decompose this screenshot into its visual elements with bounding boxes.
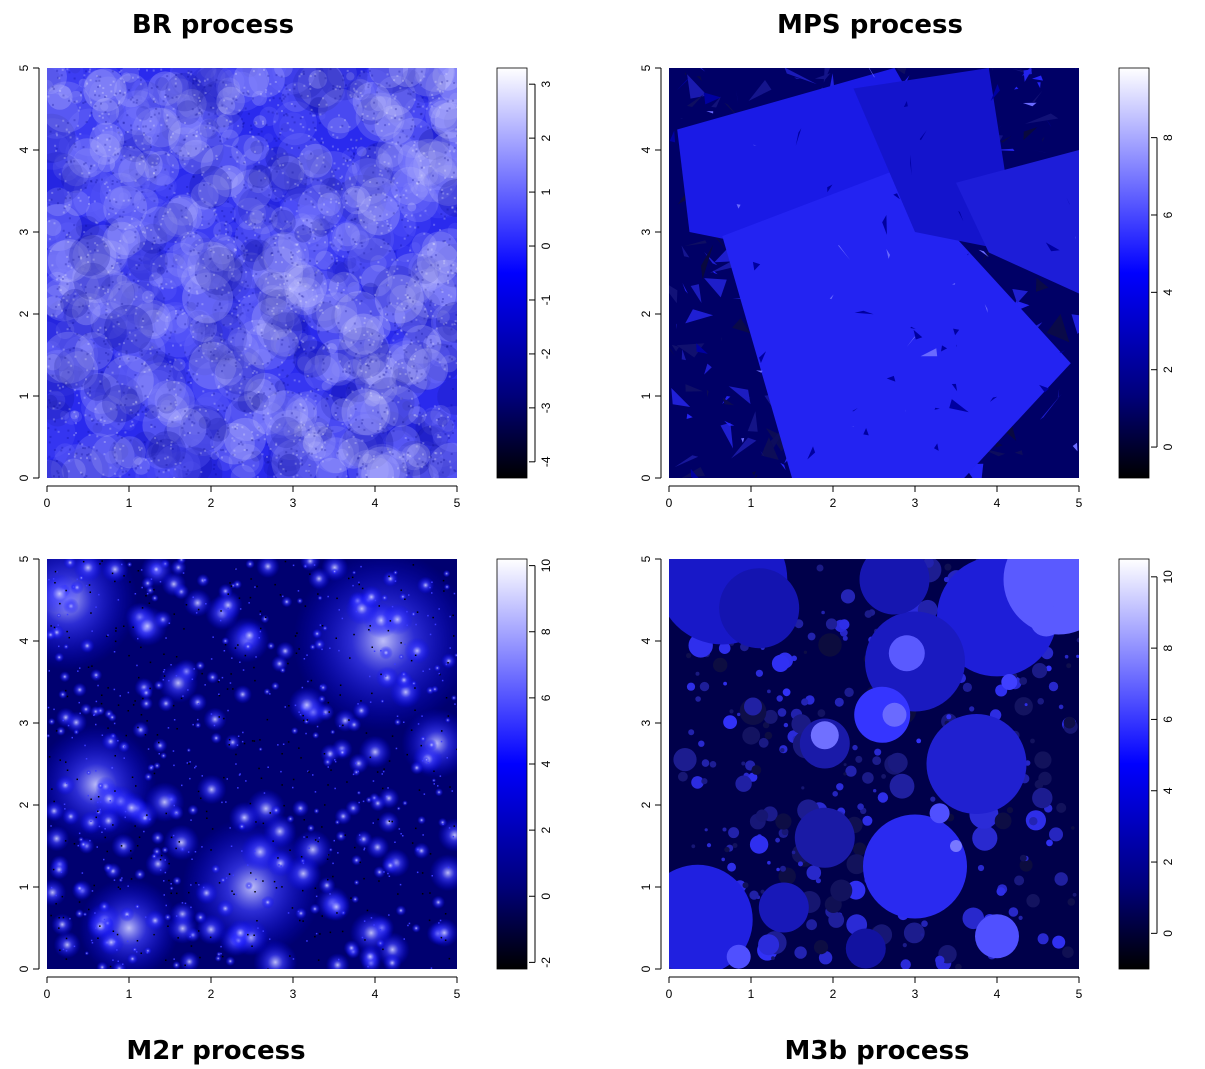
colorbar-tick-label: 2 <box>539 826 553 833</box>
x-tick-label: 0 <box>44 496 51 510</box>
colorbar <box>496 67 528 479</box>
colorbar-tick-label: 8 <box>1161 644 1175 651</box>
y-tick-label: 4 <box>639 146 653 153</box>
colorbar <box>496 558 528 970</box>
heatmap-field <box>669 68 1079 478</box>
x-tick-label: 2 <box>830 987 837 1001</box>
y-tick-label: 3 <box>639 228 653 235</box>
colorbar-tick-label: -1 <box>539 294 553 305</box>
y-tick-label: 5 <box>639 555 653 562</box>
colorbar-tick-label: -3 <box>539 402 553 413</box>
panel-m3b: 0 1 2 3 4 5 0 1 2 3 4 5 0 2 4 6 8 10 <box>639 555 1175 1001</box>
y-tick-label: 0 <box>17 474 31 481</box>
colorbar-tick-label: 3 <box>539 81 553 88</box>
x-tick-label: 3 <box>912 987 919 1001</box>
colorbar-tick-label: 6 <box>1161 716 1175 723</box>
x-tick-label: 0 <box>666 987 673 1001</box>
panel-mps: 0 1 2 3 4 5 0 1 2 3 4 5 0 2 4 6 8 <box>639 64 1175 510</box>
y-tick-label: 0 <box>17 965 31 972</box>
colorbar-tick-label: 0 <box>1161 930 1175 937</box>
x-tick-label: 5 <box>1076 496 1083 510</box>
colorbar-tick-label: 8 <box>539 628 553 635</box>
y-tick-label: 5 <box>17 555 31 562</box>
x-tick-label: 3 <box>912 496 919 510</box>
x-tick-label: 4 <box>372 496 379 510</box>
colorbar-tick-label: 8 <box>1161 134 1175 141</box>
panel-br: 0 1 2 3 4 5 0 1 2 3 4 5 -4 -3 -2 -1 0 1 2 3 <box>17 64 553 510</box>
panel-m2r: 0 1 2 3 4 5 0 1 2 3 4 5 -2 0 2 4 6 8 10 <box>17 555 553 1001</box>
x-tick-label: 0 <box>666 496 673 510</box>
y-tick-label: 1 <box>17 883 31 890</box>
y-tick-label: 5 <box>17 64 31 71</box>
colorbar-tick-label: 10 <box>539 559 553 573</box>
x-tick-label: 1 <box>126 496 133 510</box>
heatmap-field <box>47 68 457 478</box>
panel-title-br: BR process <box>132 10 294 40</box>
colorbar <box>1118 67 1150 479</box>
y-tick-label: 1 <box>639 883 653 890</box>
y-tick-label: 2 <box>639 310 653 317</box>
y-tick-label: 4 <box>639 637 653 644</box>
colorbar-tick-label: 2 <box>539 134 553 141</box>
x-tick-label: 2 <box>208 496 215 510</box>
colorbar-tick-label: 0 <box>539 242 553 249</box>
heatmap-field <box>47 559 457 969</box>
y-tick-label: 1 <box>17 392 31 399</box>
colorbar-tick-label: 1 <box>539 188 553 195</box>
x-tick-label: 1 <box>748 987 755 1001</box>
y-tick-label: 2 <box>639 801 653 808</box>
colorbar-tick-label: 6 <box>1161 211 1175 218</box>
x-tick-label: 3 <box>290 987 297 1001</box>
x-tick-label: 4 <box>372 987 379 1001</box>
y-tick-label: 2 <box>17 801 31 808</box>
y-tick-label: 1 <box>639 392 653 399</box>
y-tick-label: 0 <box>639 965 653 972</box>
y-tick-label: 5 <box>639 64 653 71</box>
panel-title-m3b: M3b process <box>785 1036 970 1066</box>
x-tick-label: 4 <box>994 987 1001 1001</box>
y-tick-label: 4 <box>17 146 31 153</box>
colorbar-tick-label: 0 <box>1161 443 1175 450</box>
colorbar <box>1118 558 1150 970</box>
colorbar-tick-label: 10 <box>1161 570 1175 584</box>
y-tick-label: 2 <box>17 310 31 317</box>
colorbar-tick-label: 2 <box>1161 366 1175 373</box>
colorbar-tick-label: 0 <box>539 893 553 900</box>
y-tick-label: 3 <box>639 719 653 726</box>
colorbar-tick-label: 4 <box>539 760 553 767</box>
colorbar-tick-label: 6 <box>539 694 553 701</box>
panel-title-mps: MPS process <box>777 10 963 40</box>
x-tick-label: 0 <box>44 987 51 1001</box>
x-tick-label: 4 <box>994 496 1001 510</box>
x-tick-label: 1 <box>748 496 755 510</box>
colorbar-tick-label: 4 <box>1161 289 1175 296</box>
y-tick-label: 3 <box>17 228 31 235</box>
x-tick-label: 5 <box>1076 987 1083 1001</box>
x-tick-label: 3 <box>290 496 297 510</box>
colorbar-tick-label: -2 <box>539 348 553 359</box>
x-tick-label: 5 <box>454 987 461 1001</box>
colorbar-tick-label: 4 <box>1161 787 1175 794</box>
colorbar-tick-label: -2 <box>539 957 553 968</box>
panel-title-m2r: M2r process <box>126 1036 305 1066</box>
colorbar-tick-label: -4 <box>539 456 553 467</box>
heatmap-field <box>669 559 1079 969</box>
x-tick-label: 1 <box>126 987 133 1001</box>
x-tick-label: 2 <box>208 987 215 1001</box>
y-tick-label: 0 <box>639 474 653 481</box>
y-tick-label: 4 <box>17 637 31 644</box>
x-tick-label: 2 <box>830 496 837 510</box>
y-tick-label: 3 <box>17 719 31 726</box>
x-tick-label: 5 <box>454 496 461 510</box>
colorbar-tick-label: 2 <box>1161 858 1175 865</box>
